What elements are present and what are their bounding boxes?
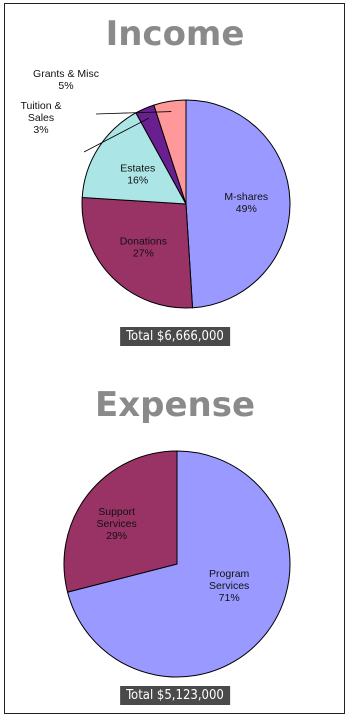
slice-label-program-services: Program Services 71% — [209, 568, 250, 604]
pie-slice-support-services — [63, 450, 178, 593]
leader-line-grants-misc — [95, 111, 172, 115]
income-total-badge: Total $6,666,000 — [120, 327, 230, 346]
pie-slice-estates — [81, 112, 187, 205]
slice-label-m-shares: M-shares 49% — [224, 191, 268, 215]
slice-label-tuition-sales: Tuition & Sales 3% — [20, 100, 61, 136]
income-chart-title: Income — [105, 14, 245, 54]
pie-slice-m-shares — [185, 99, 291, 309]
slice-label-donations: Donations 27% — [120, 236, 167, 260]
pie-slice-program-services — [66, 450, 291, 678]
slice-label-grants-misc: Grants & Misc 5% — [33, 68, 99, 92]
leader-line-tuition-sales — [83, 117, 150, 153]
pie-slice-donations — [81, 196, 194, 309]
pie-slice-grants-misc — [153, 99, 187, 205]
expense-chart-title: Expense — [94, 385, 256, 425]
slice-label-support-services: Support Services 29% — [97, 506, 137, 542]
slice-label-estates: Estates 16% — [120, 162, 155, 186]
expense-total-badge: Total $5,123,000 — [120, 686, 230, 705]
